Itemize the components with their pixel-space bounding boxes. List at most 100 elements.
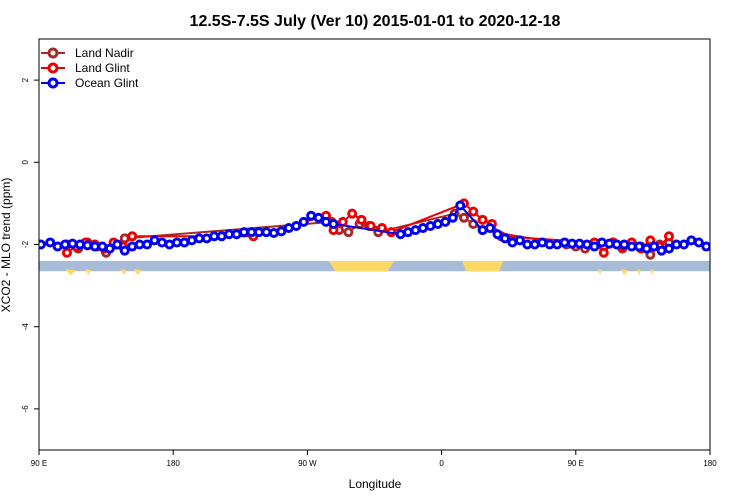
legend-item: Land Nadir [41,46,134,60]
data-point [45,237,56,248]
x-tick-label: 180 [167,459,181,468]
data-point [656,245,667,256]
data-point [171,237,182,248]
data-point [537,237,548,248]
data-point [209,231,220,242]
y-tick-label: 0 [21,160,30,165]
data-point [134,239,145,250]
data-point [39,239,46,250]
data-point [60,239,71,250]
data-point [686,235,697,246]
data-point [246,227,257,238]
data-point [395,229,406,240]
land-fragment [85,269,92,276]
land-fragment [650,269,655,276]
data-point [52,241,63,252]
legend-marker [47,47,59,59]
data-point [552,239,563,250]
data-point [634,241,645,252]
data-point [693,237,704,248]
data-point [567,238,578,249]
legend-label: Land Nadir [75,46,134,60]
data-point [67,238,78,249]
data-point [261,227,272,238]
data-point [164,239,175,250]
data-point [216,231,227,242]
legend-marker [47,77,59,89]
data-point [343,227,354,238]
data-point [485,223,496,234]
data-point [119,245,130,256]
y-tick-label: 2 [21,77,30,82]
data-point [306,210,317,221]
data-point [458,212,469,223]
data-point [544,239,555,250]
x-tick-label: 90 E [31,459,47,468]
land-fragment [134,269,142,276]
data-point [701,241,710,252]
data-point [598,247,609,258]
data-point [507,237,518,248]
data-point [127,231,138,242]
data-point [298,216,309,227]
land-fragment [637,269,642,276]
data-point [417,223,428,234]
x-tick-label: 180 [703,459,717,468]
data-point [410,225,421,236]
data-point [179,237,190,248]
data-point [425,221,436,232]
legend-marker [47,62,59,74]
land-fragment [620,269,628,276]
data-point [313,212,324,223]
x-tick-label: 90 W [298,459,317,468]
land-region [462,260,504,272]
data-point [239,227,250,238]
series-2 [39,200,710,256]
data-point [522,239,533,250]
land-region [328,260,395,272]
data-point [492,229,503,240]
data-point [224,229,235,240]
data-point [127,241,138,252]
data-point [201,233,212,244]
data-point [649,241,660,252]
data-point [663,243,674,254]
data-point [82,240,93,251]
legend-label: Ocean Glint [75,76,139,90]
data-point [157,237,168,248]
data-point [619,239,630,250]
data-point [61,247,72,258]
land-fragment [598,269,602,276]
x-axis-label: Longitude [349,477,402,491]
legend-label: Land Glint [75,61,130,75]
land-fragment [65,269,77,276]
data-point [514,235,525,246]
data-point [678,239,689,250]
data-point [231,229,242,240]
data-point [529,239,540,250]
data-point [149,235,160,246]
legend-item: Ocean Glint [41,76,139,90]
x-tick-label: 0 [439,459,444,468]
data-point [112,239,123,250]
data-point [477,214,488,225]
data-point [604,238,615,249]
data-point [347,208,358,219]
x-tick-label: 90 E [568,459,584,468]
data-point [142,239,153,250]
x-axis: 90 E 180 90 W 0 90 E 180 [31,450,717,468]
data-point [268,227,279,238]
y-axis-label: XCO2 - MLO trend (ppm) [0,178,13,313]
land-fragment [121,269,127,276]
data-point [440,216,451,227]
data-point [356,214,367,225]
data-point [641,243,652,254]
y-tick-label: -4 [21,323,30,331]
data-point [477,225,488,236]
data-point [611,239,622,250]
data-point [291,221,302,232]
y-tick-label: -2 [21,240,30,248]
chart-title: 12.5S-7.5S July (Ver 10) 2015-01-01 to 2… [190,13,561,30]
y-tick-label: -6 [21,405,30,413]
